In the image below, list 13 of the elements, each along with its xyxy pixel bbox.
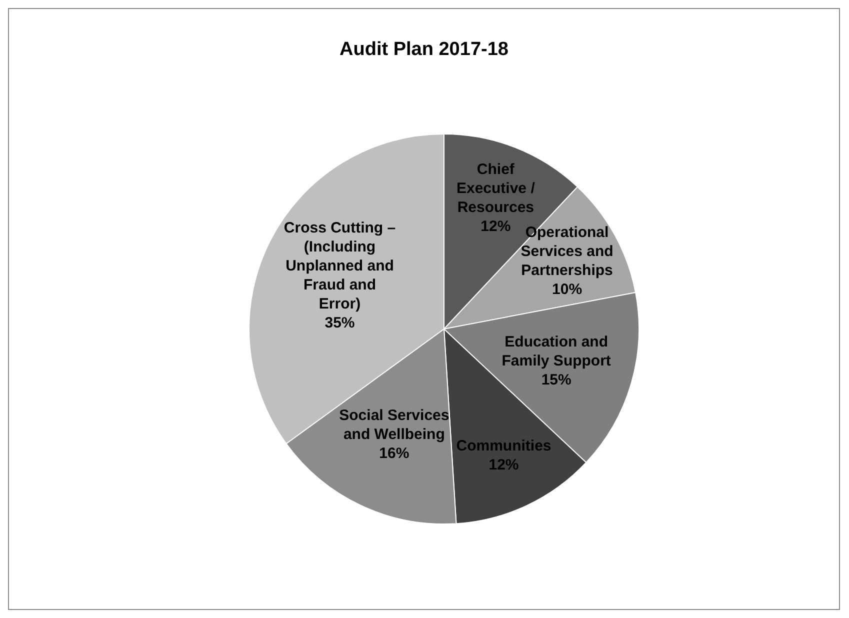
slice-label: Communities [456, 438, 552, 455]
data-label: 35% [324, 314, 355, 332]
data-label: 15% [541, 372, 572, 389]
data-label: 16% [379, 444, 410, 462]
slice-label: Cross Cutting – (Including Unplanned and Fraud and Error) [284, 219, 396, 312]
data-label: 10% [552, 280, 582, 298]
data-label: 12% [480, 218, 511, 235]
slice-label: Operational Services and Partnerships [520, 224, 614, 279]
slice-label: Chief Executive / Resources [456, 160, 536, 216]
data-label: 12% [488, 456, 519, 474]
chart-title: Audit Plan 2017-18 [338, 39, 510, 61]
slice-label: Social Services and Wellbeing [339, 406, 450, 443]
slice-label: Education and Family Support [502, 334, 611, 370]
